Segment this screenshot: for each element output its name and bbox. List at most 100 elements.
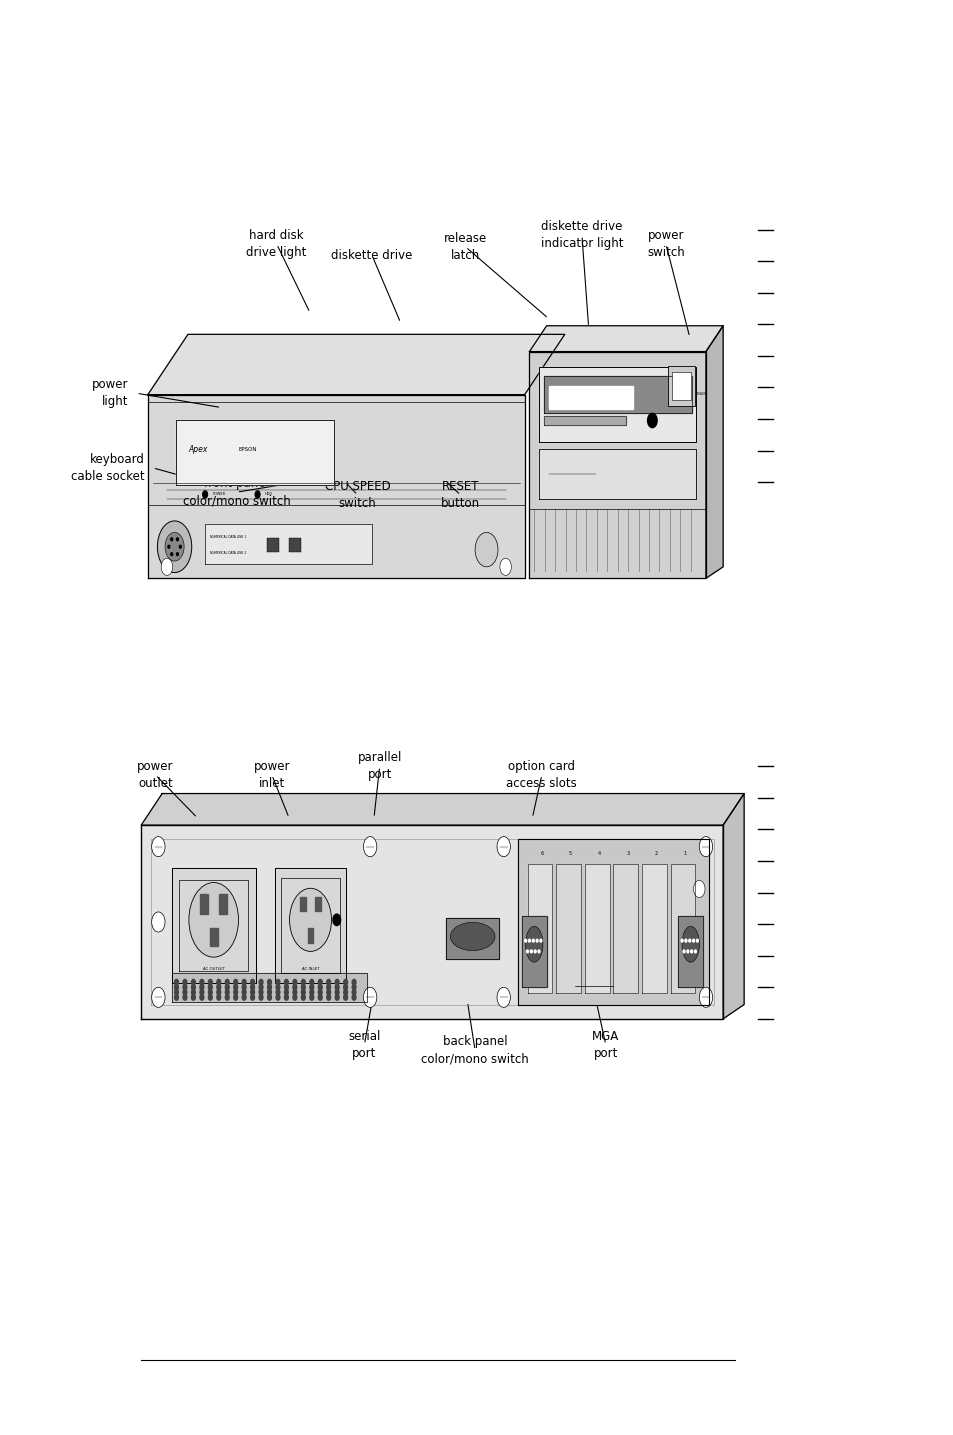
Circle shape (216, 990, 220, 996)
Polygon shape (172, 973, 367, 1002)
Circle shape (497, 837, 510, 857)
Circle shape (318, 990, 322, 996)
Circle shape (686, 950, 688, 953)
Polygon shape (148, 334, 564, 395)
Bar (299, 897, 305, 911)
Bar (667, 366, 694, 406)
Circle shape (174, 984, 178, 990)
Circle shape (251, 990, 254, 996)
Polygon shape (584, 864, 609, 993)
Circle shape (225, 979, 229, 984)
Circle shape (682, 950, 684, 953)
Polygon shape (517, 839, 708, 1004)
Circle shape (208, 984, 212, 990)
Circle shape (174, 990, 178, 996)
Circle shape (259, 994, 263, 1000)
Polygon shape (543, 416, 625, 425)
Circle shape (318, 984, 322, 990)
Text: front panel
color/mono switch: front panel color/mono switch (183, 478, 290, 507)
Circle shape (284, 979, 288, 984)
Circle shape (267, 994, 272, 1000)
Circle shape (499, 558, 511, 575)
Text: CPU SPEED
switch: CPU SPEED switch (325, 481, 390, 509)
Circle shape (694, 950, 696, 953)
Circle shape (327, 990, 331, 996)
Circle shape (693, 880, 704, 898)
Circle shape (352, 994, 355, 1000)
Circle shape (290, 888, 332, 951)
Text: power
outlet: power outlet (137, 761, 173, 789)
Circle shape (152, 837, 165, 857)
Circle shape (202, 491, 208, 498)
Text: 5: 5 (568, 851, 572, 857)
Circle shape (208, 990, 212, 996)
Circle shape (301, 990, 305, 996)
Circle shape (216, 979, 220, 984)
Polygon shape (538, 449, 696, 499)
Circle shape (284, 984, 288, 990)
Circle shape (233, 990, 237, 996)
Circle shape (333, 914, 340, 926)
Text: 1: 1 (682, 851, 686, 857)
Ellipse shape (525, 927, 542, 963)
Circle shape (534, 950, 536, 953)
Circle shape (688, 938, 690, 941)
Circle shape (251, 979, 254, 984)
Bar (314, 897, 320, 911)
Text: NUMERICAL DATA LINE 2: NUMERICAL DATA LINE 2 (210, 551, 246, 555)
Bar (289, 538, 300, 552)
Text: back panel
color/mono switch: back panel color/mono switch (421, 1036, 528, 1065)
Polygon shape (274, 868, 346, 983)
Text: diskette drive
indicator light: diskette drive indicator light (540, 221, 622, 250)
Bar (307, 928, 313, 943)
Text: option card
access slots: option card access slots (506, 761, 577, 789)
Circle shape (343, 990, 347, 996)
Circle shape (284, 990, 288, 996)
Polygon shape (670, 864, 695, 993)
Circle shape (259, 990, 263, 996)
Circle shape (352, 990, 355, 996)
Circle shape (200, 994, 204, 1000)
Circle shape (242, 979, 246, 984)
Circle shape (275, 979, 279, 984)
Circle shape (176, 538, 178, 541)
Circle shape (171, 538, 172, 541)
Circle shape (174, 979, 178, 984)
Circle shape (176, 552, 178, 555)
Polygon shape (641, 864, 666, 993)
Circle shape (259, 984, 263, 990)
Circle shape (152, 987, 165, 1007)
Circle shape (537, 950, 539, 953)
Text: parallel
port: parallel port (357, 752, 401, 781)
Circle shape (161, 558, 172, 575)
Circle shape (275, 990, 279, 996)
Circle shape (293, 994, 296, 1000)
Circle shape (699, 987, 712, 1007)
Circle shape (335, 984, 338, 990)
Circle shape (233, 984, 237, 990)
Circle shape (216, 994, 220, 1000)
Circle shape (352, 984, 355, 990)
Text: RESET
button: RESET button (440, 481, 480, 509)
Circle shape (690, 950, 692, 953)
Text: MGA
port: MGA port (592, 1030, 618, 1059)
Circle shape (254, 491, 259, 498)
Circle shape (152, 913, 165, 933)
Circle shape (293, 984, 296, 990)
Circle shape (259, 979, 263, 984)
Circle shape (310, 990, 314, 996)
Circle shape (225, 984, 229, 990)
Circle shape (275, 994, 279, 1000)
Circle shape (692, 938, 694, 941)
Circle shape (647, 413, 657, 428)
Circle shape (284, 994, 288, 1000)
Circle shape (174, 994, 178, 1000)
Circle shape (183, 979, 187, 984)
Circle shape (318, 994, 322, 1000)
Circle shape (530, 950, 532, 953)
Circle shape (225, 994, 229, 1000)
Circle shape (684, 938, 686, 941)
Text: Apex: Apex (188, 445, 207, 453)
Circle shape (363, 837, 376, 857)
Circle shape (267, 979, 272, 984)
